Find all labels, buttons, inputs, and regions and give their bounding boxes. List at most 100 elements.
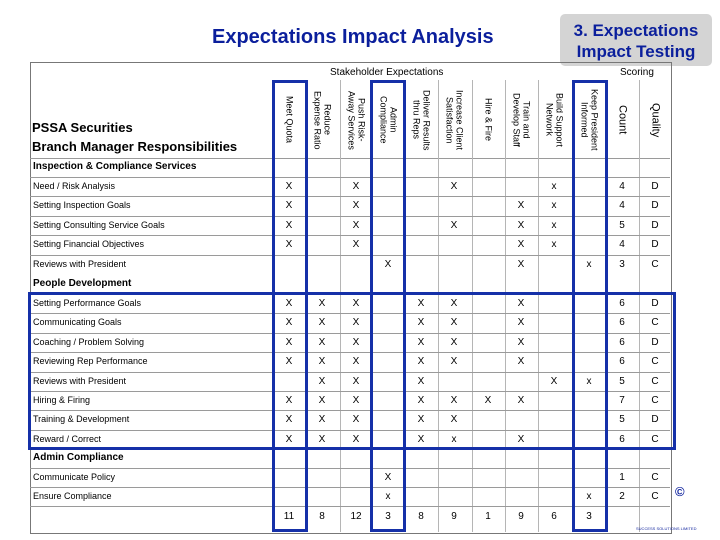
- column-divider: [538, 80, 539, 532]
- responsibilities-line-2: Branch Manager Responsibilities: [32, 139, 238, 154]
- copyright-mark: ©: [675, 484, 685, 499]
- impact-mark: X: [417, 336, 425, 348]
- column-total: 1: [485, 511, 491, 522]
- row-divider: [30, 391, 670, 392]
- row-label: Setting Consulting Service Goals: [33, 219, 165, 230]
- row-divider: [30, 215, 670, 217]
- score-cell: D: [651, 200, 659, 212]
- scoring-label: Scoring: [620, 67, 654, 78]
- row-divider: [30, 313, 670, 315]
- impact-mark: X: [352, 317, 360, 329]
- column-divider: [639, 80, 640, 532]
- column-header-label: Reduce Expense Ratio: [312, 90, 333, 150]
- score-cell: 6: [619, 356, 625, 368]
- highlight-box-people-development: [28, 292, 676, 450]
- impact-mark: X: [352, 395, 360, 406]
- impact-mark: X: [417, 317, 425, 329]
- column-header: Quality: [639, 83, 672, 157]
- impact-mark: X: [517, 336, 525, 348]
- column-header: Train and Develop Staff: [505, 83, 538, 157]
- score-cell: 1: [619, 472, 625, 483]
- score-cell: 3: [619, 258, 625, 270]
- row-divider: [30, 429, 670, 431]
- score-cell: 6: [619, 298, 625, 309]
- row-divider: [30, 371, 670, 373]
- row-label: Communicate Policy: [33, 472, 116, 482]
- score-cell: D: [651, 239, 659, 251]
- column-header-label: Build Support Network: [544, 92, 565, 148]
- column-header-label: Deliver Results thru Reps: [411, 89, 432, 151]
- impact-mark: X: [352, 200, 360, 212]
- impact-mark: X: [450, 181, 458, 192]
- row-label: Hiring & Firing: [33, 395, 91, 405]
- responsibilities-title: PSSA Securities Branch Manager Responsib…: [32, 118, 237, 156]
- column-header: Hire & Fire: [472, 83, 505, 157]
- impact-mark: X: [352, 375, 360, 387]
- impact-mark: X: [417, 298, 425, 309]
- impact-mark: X: [285, 181, 293, 192]
- score-cell: 5: [619, 414, 625, 426]
- impact-mark: X: [318, 356, 326, 368]
- stakeholder-expectations-label: Stakeholder Expectations: [330, 67, 444, 78]
- column-total: 9: [451, 511, 457, 522]
- impact-mark: X: [352, 433, 360, 445]
- score-cell: C: [651, 472, 659, 483]
- impact-mark: X: [384, 258, 392, 270]
- impact-mark: X: [318, 375, 326, 387]
- score-cell: 5: [619, 219, 625, 231]
- score-cell: 4: [619, 239, 625, 251]
- impact-mark: X: [517, 239, 525, 251]
- impact-mark: X: [517, 219, 525, 231]
- score-cell: C: [651, 433, 659, 445]
- impact-mark: X: [285, 433, 293, 445]
- row-label: Setting Inspection Goals: [33, 200, 131, 211]
- impact-mark: X: [285, 298, 293, 309]
- responsibilities-line-1: PSSA Securities: [32, 120, 133, 135]
- page-title: Expectations Impact Analysis: [212, 26, 494, 48]
- score-cell: D: [651, 219, 659, 231]
- column-header: Meet Quota: [273, 83, 306, 157]
- column-header: Keep President Informed: [573, 83, 606, 157]
- impact-mark: X: [285, 200, 293, 212]
- column-header: Push Risk- Away Services: [340, 83, 373, 157]
- column-total: 8: [418, 511, 424, 522]
- impact-mark: X: [417, 375, 425, 387]
- score-cell: D: [651, 181, 659, 192]
- impact-mark: X: [318, 298, 326, 309]
- impact-mark: X: [352, 298, 360, 309]
- row-label: Reviewing Rep Performance: [33, 356, 148, 367]
- score-cell: 7: [619, 395, 625, 406]
- column-header-label: Increase Client Satisfaction: [444, 89, 465, 151]
- impact-mark: x: [385, 491, 391, 503]
- impact-mark: x: [586, 491, 592, 503]
- highlight-box-quota: [272, 80, 308, 532]
- score-cell: C: [651, 317, 659, 329]
- impact-mark: X: [450, 356, 458, 368]
- impact-mark: X: [417, 395, 425, 406]
- row-label: Reviews with President: [33, 375, 127, 386]
- column-header-label: Admin Compliance: [378, 96, 399, 144]
- impact-mark: X: [285, 336, 293, 348]
- row-divider: [30, 332, 670, 334]
- row-label: Training & Development: [33, 414, 130, 425]
- impact-mark: X: [550, 375, 558, 387]
- column-header: Build Support Network: [538, 83, 571, 157]
- score-cell: C: [651, 356, 659, 368]
- row-divider: [30, 410, 670, 412]
- impact-mark: X: [285, 356, 293, 368]
- column-header-label: Keep President Informed: [579, 89, 600, 151]
- column-header: Count: [606, 83, 639, 157]
- header-divider: [30, 158, 670, 159]
- impact-mark: X: [318, 433, 326, 445]
- row-divider: [30, 487, 670, 489]
- section-title: Admin Compliance: [33, 452, 124, 463]
- row-label: Ensure Compliance: [33, 491, 112, 502]
- column-header: Reduce Expense Ratio: [306, 83, 339, 157]
- column-total: 9: [518, 511, 524, 522]
- highlight-box-keep-president-informed: [572, 80, 608, 532]
- row-label: Reviews with President: [33, 258, 127, 269]
- impact-mark: X: [517, 317, 525, 329]
- impact-mark: X: [352, 181, 360, 192]
- impact-mark: X: [450, 298, 458, 309]
- impact-mark: X: [318, 395, 326, 406]
